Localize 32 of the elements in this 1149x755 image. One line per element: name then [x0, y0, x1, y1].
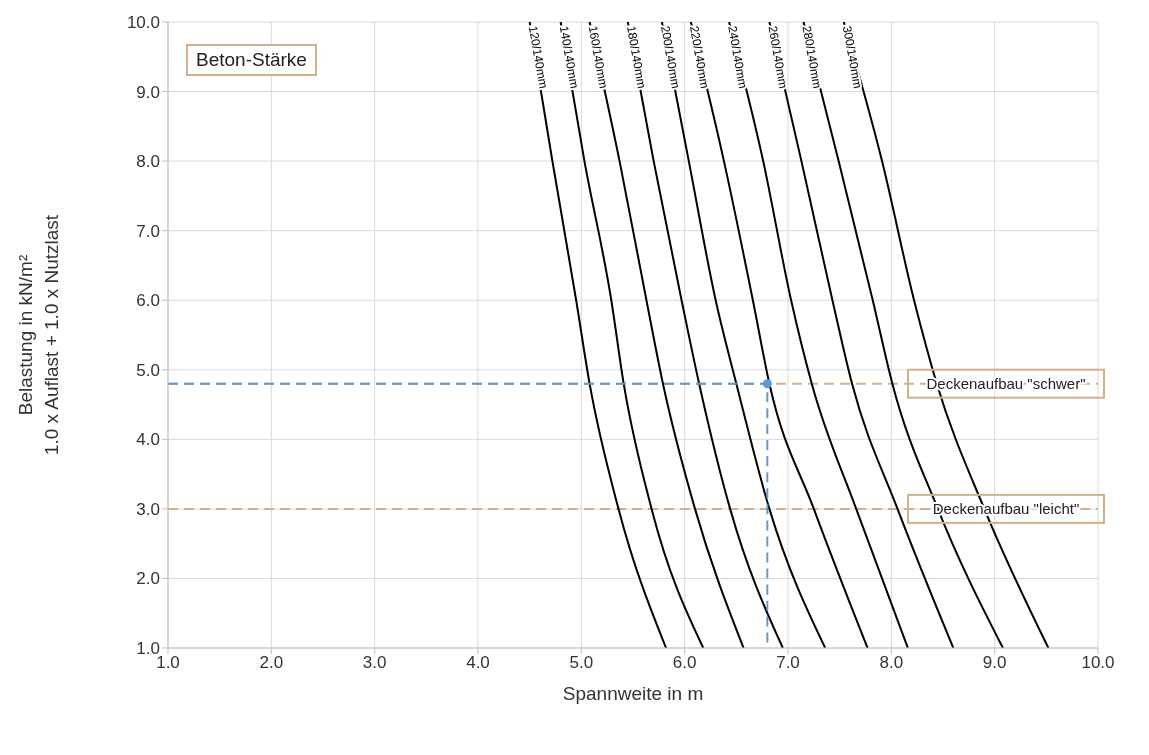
x-axis-title: Spannweite in m	[562, 683, 704, 704]
y-tick-label: 6.0	[136, 291, 160, 311]
y-tick-label: 4.0	[136, 430, 160, 450]
text: 260/140mm	[765, 24, 791, 90]
x-tick-label: 8.0	[879, 653, 904, 673]
y-tick-label: 8.0	[136, 152, 160, 172]
text: 140/140mm	[556, 24, 582, 90]
text: 180/140mm	[623, 24, 649, 90]
text: 240/140mm	[725, 24, 750, 90]
text: 300/140mm	[839, 24, 865, 90]
x-tick-label: 5.0	[569, 653, 594, 673]
x-tick-label: 1.0	[156, 653, 180, 673]
x-tick-label: 7.0	[776, 653, 800, 673]
x-tick-label: 4.0	[466, 653, 490, 673]
text: 220/140mm	[686, 24, 712, 90]
text: 120/140mm	[525, 24, 551, 90]
y-tick-label: 7.0	[136, 221, 160, 241]
y-axis-title: Belastung in kN/m² 1.0 x Auflast + 1.0 x Nutzlast	[15, 214, 62, 456]
text: 160/140mm	[585, 24, 611, 90]
y-tick-label: 5.0	[136, 360, 160, 380]
text: Beton-Stärke	[186, 44, 317, 76]
y-tick-label: 3.0	[136, 499, 160, 519]
x-tick-label: 10.0	[1081, 653, 1115, 673]
y-tick-label: 9.0	[136, 82, 160, 102]
text: 280/140mm	[799, 24, 825, 90]
y-tick-label: 10.0	[126, 13, 160, 33]
y-tick-label: 2.0	[136, 569, 160, 589]
text: 200/140mm	[658, 24, 683, 90]
x-tick-label: 3.0	[362, 653, 387, 673]
x-tick-label: 6.0	[672, 653, 697, 673]
x-tick-label: 9.0	[982, 653, 1007, 673]
x-tick-label: 2.0	[259, 653, 284, 673]
